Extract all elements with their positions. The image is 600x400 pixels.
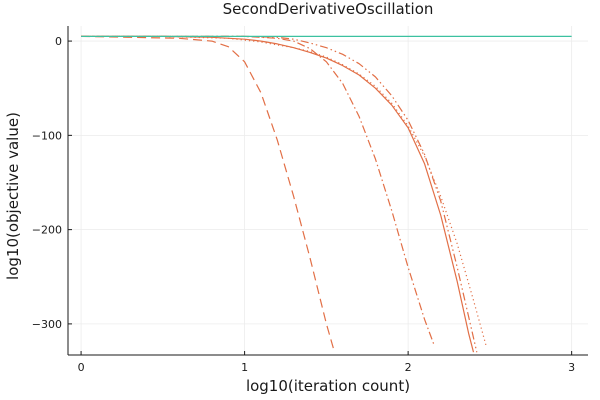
- series-line-0: [81, 35, 475, 353]
- series-line-3: [81, 35, 435, 346]
- y-axis-label: log10(objective value): [4, 112, 22, 280]
- tick-labels: 0 1 2 3 0 −100 −200 −300: [32, 35, 575, 374]
- series-layer: [81, 35, 572, 353]
- x-tick-label-3: 3: [568, 361, 575, 374]
- grid-lines: [68, 26, 588, 355]
- series-line-1: [81, 35, 336, 353]
- axes: [67, 26, 588, 356]
- x-tick-label-2: 2: [405, 361, 412, 374]
- y-tick-label-1: −100: [32, 129, 62, 142]
- chart-title: SecondDerivativeOscillation: [223, 0, 434, 18]
- x-tick-label-0: 0: [78, 361, 85, 374]
- series-line-2: [81, 35, 488, 348]
- x-axis-label: log10(iteration count): [246, 377, 410, 395]
- y-tick-label-0: 0: [55, 35, 62, 48]
- x-tick-label-1: 1: [241, 361, 248, 374]
- y-tick-label-3: −300: [32, 318, 62, 331]
- y-tick-label-2: −200: [32, 224, 62, 237]
